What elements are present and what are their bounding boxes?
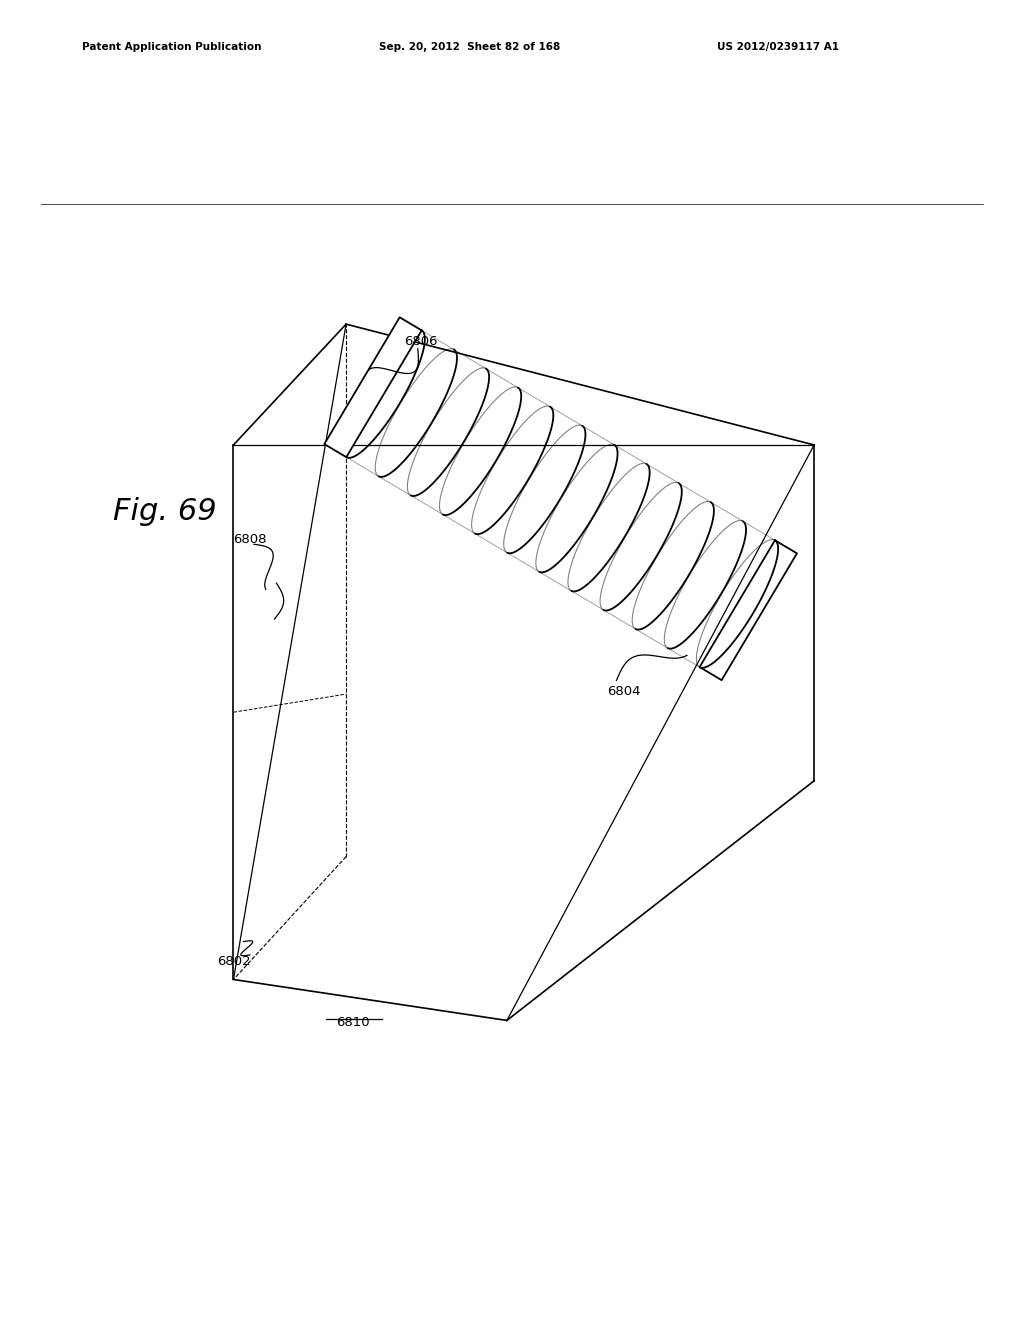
Polygon shape (699, 540, 797, 680)
Text: 6802: 6802 (217, 954, 251, 968)
Polygon shape (325, 317, 422, 457)
Text: US 2012/0239117 A1: US 2012/0239117 A1 (717, 42, 839, 53)
Text: Fig. 69: Fig. 69 (113, 498, 216, 525)
Text: 6806: 6806 (404, 335, 438, 347)
Text: 6804: 6804 (607, 685, 641, 697)
Text: 6808: 6808 (233, 533, 267, 545)
Text: Patent Application Publication: Patent Application Publication (82, 42, 261, 53)
Text: 6810: 6810 (337, 1016, 370, 1030)
Text: Sep. 20, 2012  Sheet 82 of 168: Sep. 20, 2012 Sheet 82 of 168 (379, 42, 560, 53)
